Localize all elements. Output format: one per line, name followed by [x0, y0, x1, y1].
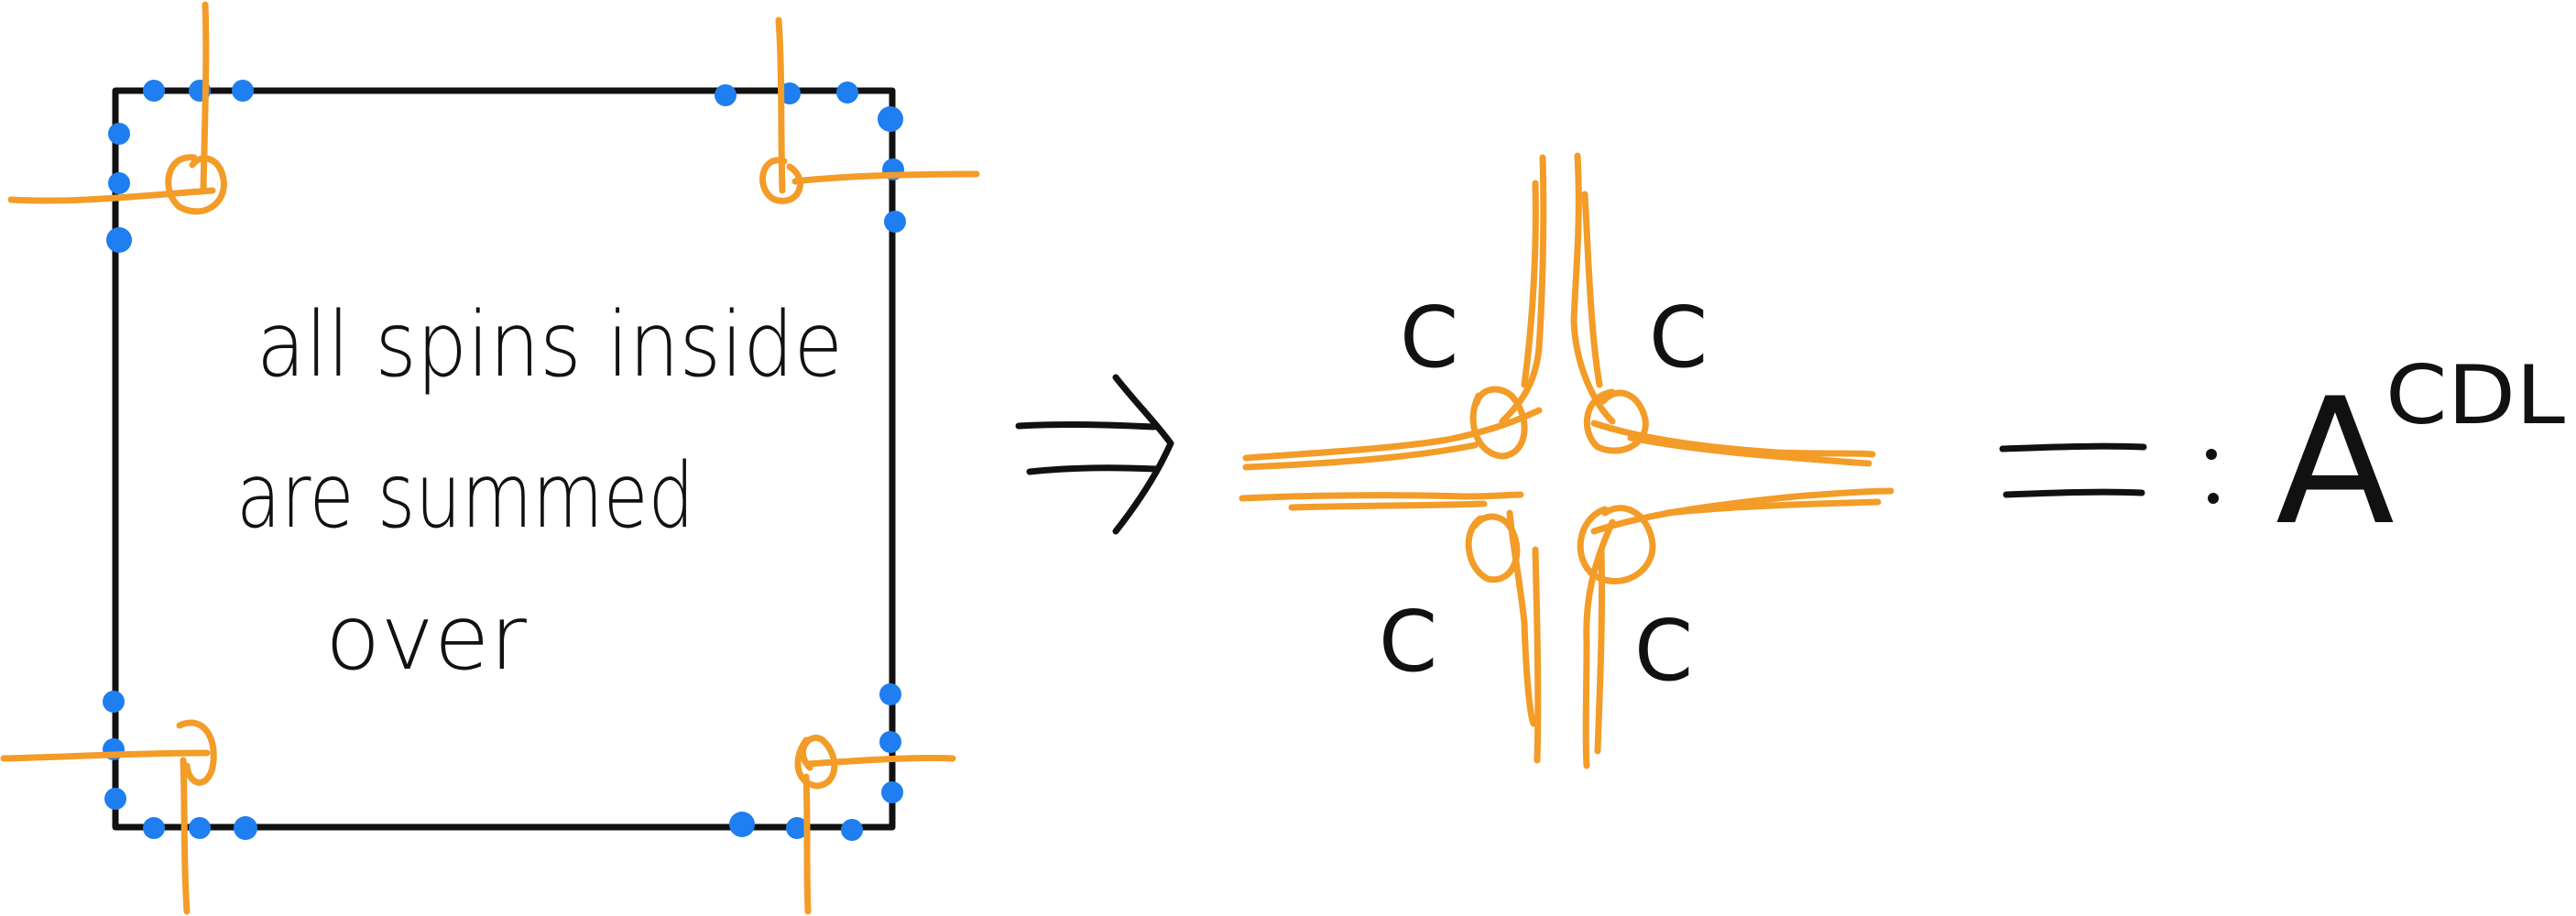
note-line-2: are summed	[236, 444, 694, 549]
corner-label-bottom-right: C	[1634, 602, 1693, 700]
definition: =: A CDL	[1999, 348, 2565, 563]
tensor-symbol: A	[2276, 361, 2395, 563]
boundary-spin-dot	[143, 817, 165, 839]
boundary-spin-dot	[108, 123, 130, 145]
corner-tensor-loop	[794, 735, 838, 790]
boundary-spin-dot	[879, 731, 901, 753]
boundary-spin-dot	[881, 781, 903, 803]
block-corner-tensors	[0, 1, 980, 915]
boundary-spin-dot	[103, 691, 125, 713]
boundary-spin-dot	[143, 80, 165, 102]
implies-arrow: ⇒	[1008, 374, 1174, 535]
tensor-superscript: CDL	[2385, 348, 2565, 442]
boundary-spin-dot	[841, 819, 863, 841]
implies-arrow-symbol: ⇒	[1008, 469, 1015, 479]
definition-equals-stroke	[1999, 442, 2147, 453]
corner-tensor-leg	[791, 170, 980, 185]
cluster-loop	[1469, 386, 1528, 460]
corner-tensor-leg	[0, 749, 211, 762]
cluster-leg	[1532, 546, 1542, 764]
cluster-leg	[1627, 434, 1872, 467]
cluster-leg	[1242, 442, 1479, 471]
cluster-leg	[1499, 154, 1547, 425]
corner-tensor-loop	[759, 157, 803, 204]
boundary-spin-dot	[836, 82, 858, 104]
boundary-spin-dot	[108, 172, 130, 194]
cluster-leg	[1242, 407, 1543, 462]
boundary-spin-dot	[884, 211, 906, 233]
corner-tensor-loop	[176, 719, 217, 786]
cluster-leg	[1664, 498, 1882, 517]
cluster-loop	[1465, 513, 1521, 583]
cluster-loop	[1577, 505, 1656, 584]
corner-label-top-left: C	[1400, 289, 1458, 387]
boundary-spin-dot	[106, 227, 132, 253]
corner-tensor-leg	[775, 16, 786, 194]
corner-tensor-loop	[165, 154, 227, 215]
implies-arrow-stroke	[1112, 374, 1174, 535]
ctm-labels: C C C C	[1379, 289, 1708, 700]
boundary-spin-dot	[878, 106, 903, 132]
block-square	[112, 87, 896, 831]
boundary-spin-dot	[189, 817, 211, 839]
corner-label-bottom-left: C	[1379, 593, 1437, 691]
note-line-3: over	[325, 586, 528, 691]
boundary-spin-dot	[232, 80, 254, 102]
corner-tensor-leg	[180, 757, 191, 915]
block-note: all spins inside are summed over	[236, 293, 843, 691]
definition-symbol: =:	[2006, 506, 2017, 516]
definition-colon-dot	[2206, 449, 2217, 460]
cluster-leg	[1581, 191, 1603, 388]
note-line-1: all spins inside	[257, 293, 843, 398]
cluster-leg	[1521, 180, 1539, 388]
cluster-loop	[1583, 388, 1649, 454]
definition-equals-stroke	[2003, 488, 2145, 498]
boundary-spin-dot	[234, 816, 257, 840]
implies-arrow-stroke	[1015, 420, 1158, 431]
implies-arrow-stroke	[1026, 464, 1160, 475]
cluster-leg	[1288, 500, 1488, 511]
corner-label-top-right: C	[1649, 289, 1708, 387]
boundary-spin-dot	[715, 84, 737, 106]
corner-tensor-leg	[7, 187, 216, 204]
boundary-spin-dot	[786, 817, 808, 839]
boundary-spin-dot	[729, 812, 755, 837]
boundary-spin-dot	[879, 683, 901, 705]
cluster-leg	[1239, 491, 1524, 502]
boundary-spin-dot	[104, 788, 126, 810]
definition-colon-dot	[2208, 493, 2219, 504]
corner-tensor-leg	[804, 754, 956, 768]
ctm-cluster	[1239, 152, 1894, 769]
corner-tensor-leg	[802, 773, 812, 915]
